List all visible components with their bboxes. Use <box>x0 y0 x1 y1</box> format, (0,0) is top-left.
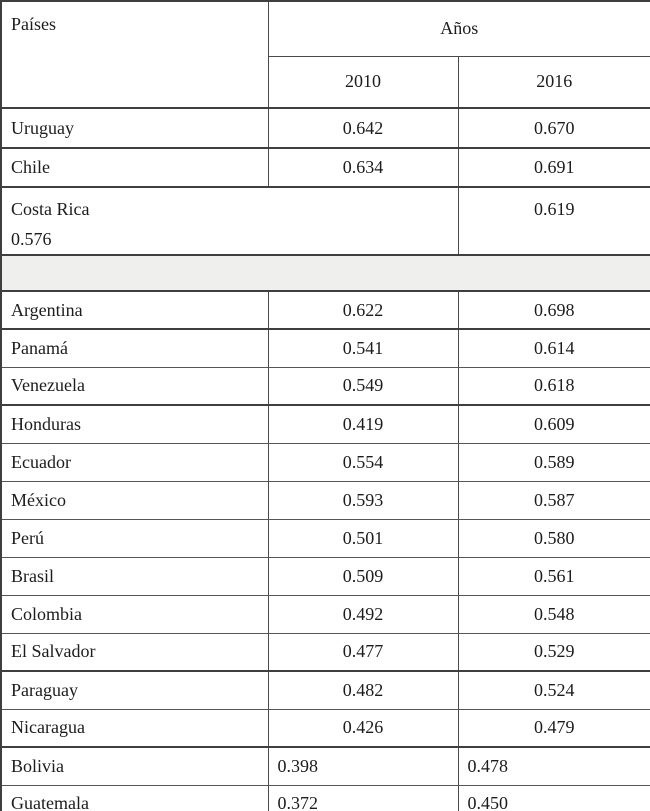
header-row-columns: 2010 2016 <box>1 56 650 109</box>
value-2010-cell: 0.549 <box>268 367 459 406</box>
value-2010-cell: 0.593 <box>268 481 459 520</box>
table-row-venezuela: Venezuela 0.549 0.618 <box>0 367 650 406</box>
country-label: Costa Rica <box>11 199 90 219</box>
country-cell: Panamá <box>0 329 269 368</box>
country-cell: Ecuador <box>0 443 269 482</box>
country-cell: Guatemala <box>0 785 269 811</box>
value-2010-cell: 0.477 <box>268 633 459 672</box>
value-2016-cell: 0.587 <box>458 481 650 520</box>
country-merged-cell: Costa Rica 0.576 <box>0 187 459 256</box>
table-row-brasil: Brasil 0.509 0.561 <box>0 557 650 596</box>
country-cell: Perú <box>0 519 269 558</box>
table-row-el-salvador: El Salvador 0.477 0.529 <box>0 633 650 672</box>
value-2010-cell: 0.426 <box>268 709 459 748</box>
country-cell: El Salvador <box>0 633 269 672</box>
value-2010-cell: 0.501 <box>268 519 459 558</box>
value-2016-cell: 0.609 <box>458 405 650 444</box>
value-2016-cell: 0.670 <box>458 108 650 149</box>
value-2010-cell: 0.554 <box>268 443 459 482</box>
country-cell: Bolivia <box>0 747 269 786</box>
value-2010-cell: 0.509 <box>268 557 459 596</box>
value-2016-cell: 0.580 <box>458 519 650 558</box>
country-cell: México <box>0 481 269 520</box>
table-row-ecuador: Ecuador 0.554 0.589 <box>0 443 650 482</box>
value-2016-cell: 0.614 <box>458 329 650 368</box>
country-cell: Argentina <box>0 291 269 330</box>
value-2016-cell: 0.698 <box>458 291 650 330</box>
table-row-chile: Chile 0.634 0.691 <box>0 148 650 188</box>
table-row-guatemala: Guatemala 0.372 0.450 <box>0 785 650 811</box>
value-2016-cell: 0.589 <box>458 443 650 482</box>
country-cell: Honduras <box>0 405 269 444</box>
country-cell: Paraguay <box>0 671 269 710</box>
value-2010-cell: 0.492 <box>268 595 459 634</box>
table-row-bolivia: Bolivia 0.398 0.478 <box>0 747 650 786</box>
value-2016-cell: 0.548 <box>458 595 650 634</box>
country-cell: Uruguay <box>0 108 269 149</box>
country-cell: Nicaragua <box>0 709 269 748</box>
table-row-paraguay: Paraguay 0.482 0.524 <box>0 671 650 710</box>
value-2016-cell: 0.529 <box>458 633 650 672</box>
table-row-colombia: Colombia 0.492 0.548 <box>0 595 650 634</box>
table-row-peru: Perú 0.501 0.580 <box>0 519 650 558</box>
value-2016-cell: 0.561 <box>458 557 650 596</box>
value-2016-cell: 0.450 <box>458 785 650 811</box>
header-row-years: Países Años <box>0 0 650 109</box>
country-cell: Brasil <box>0 557 269 596</box>
value-2010-cell: 0.642 <box>268 108 459 149</box>
country-cell: Venezuela <box>0 367 269 406</box>
header-countries: Países <box>0 0 269 109</box>
table-row-costa-rica: Costa Rica 0.576 0.619 <box>0 187 650 256</box>
value-2016-cell: 0.479 <box>458 709 650 748</box>
year-2016-header: 2016 <box>458 56 650 109</box>
value-2010-cell: 0.622 <box>268 291 459 330</box>
country-cell: Chile <box>0 148 269 188</box>
header-years: Años <box>268 0 650 57</box>
value-2016-cell: 0.478 <box>458 747 650 786</box>
table-row-nicaragua: Nicaragua 0.426 0.479 <box>0 709 650 748</box>
value-2010-cell: 0.419 <box>268 405 459 444</box>
table-row-panama: Panamá 0.541 0.614 <box>0 329 650 368</box>
value-2010-cell: 0.634 <box>268 148 459 188</box>
value-2010-cell: 0.372 <box>268 785 459 811</box>
value-2016-cell: 0.524 <box>458 671 650 710</box>
value-2016-cell: 0.618 <box>458 367 650 406</box>
table-row-honduras: Honduras 0.419 0.609 <box>0 405 650 444</box>
value-2016-cell: 0.619 <box>458 187 650 256</box>
country-cell: Colombia <box>0 595 269 634</box>
table-row-uruguay: Uruguay 0.642 0.670 <box>0 108 650 149</box>
table-row-mexico: México 0.593 0.587 <box>0 481 650 520</box>
year-2010-header: 2010 <box>268 56 459 109</box>
value-2010-wrapped: 0.576 <box>11 229 52 249</box>
value-2016-cell: 0.691 <box>458 148 650 188</box>
value-2010-cell: 0.541 <box>268 329 459 368</box>
value-2010-cell: 0.482 <box>268 671 459 710</box>
value-2010-cell: 0.398 <box>268 747 459 786</box>
separator-row <box>0 255 650 292</box>
table-row-argentina: Argentina 0.622 0.698 <box>0 291 650 330</box>
separator-cell <box>0 255 650 292</box>
